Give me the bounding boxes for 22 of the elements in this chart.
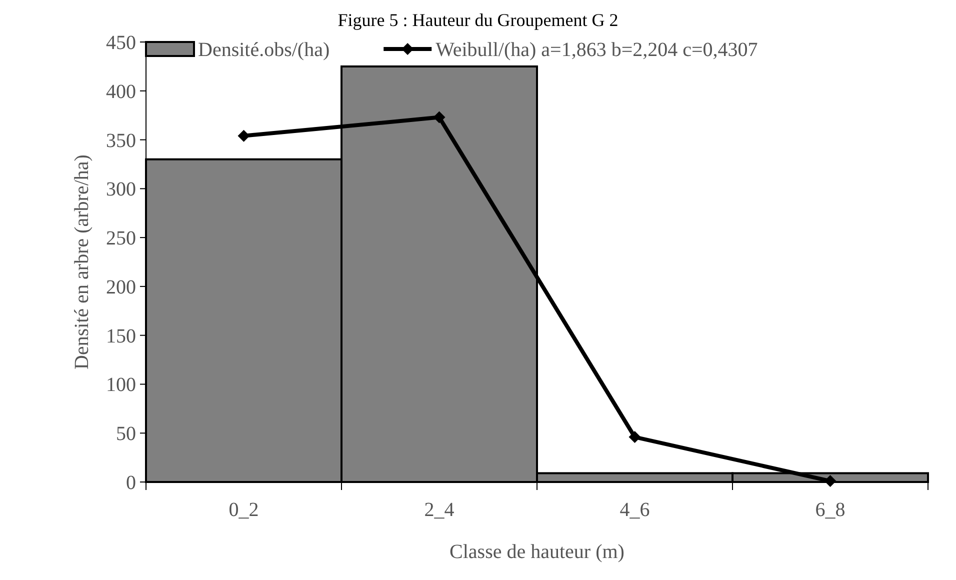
point — [628, 431, 641, 444]
y-tick-label: 350 — [106, 130, 136, 152]
y-tick-label: 250 — [106, 228, 136, 250]
x-tick-label: 2_4 — [424, 499, 454, 521]
point — [433, 111, 446, 124]
y-tick-label: 300 — [106, 178, 136, 201]
y-axis-title: Densité en arbre (arbre/ha) — [71, 154, 93, 370]
point — [238, 130, 250, 142]
x-tick-label: 0_2 — [228, 499, 259, 521]
legend-label: Densité.obs/(ha) — [198, 39, 330, 61]
y-tick-label: 400 — [106, 80, 136, 103]
x-axis-title: Classe de hauteur (m) — [450, 541, 624, 563]
y-tick-label: 50 — [116, 423, 136, 446]
legend-label: Weibull/(ha) a=1,863 b=2,204 c=0,4307 — [436, 39, 758, 61]
y-tick-label: 200 — [106, 276, 136, 298]
y-tick-label: 450 — [106, 32, 136, 54]
x-tick-label: 6_8 — [815, 499, 846, 521]
chart-title: Figure 5 : Hauteur du Groupement G 2 — [338, 10, 618, 30]
y-tick-label: 150 — [106, 325, 136, 348]
y-tick-label: 0 — [126, 472, 136, 494]
y-tick-label: 100 — [106, 374, 136, 396]
x-tick-label: 4_6 — [620, 499, 650, 521]
